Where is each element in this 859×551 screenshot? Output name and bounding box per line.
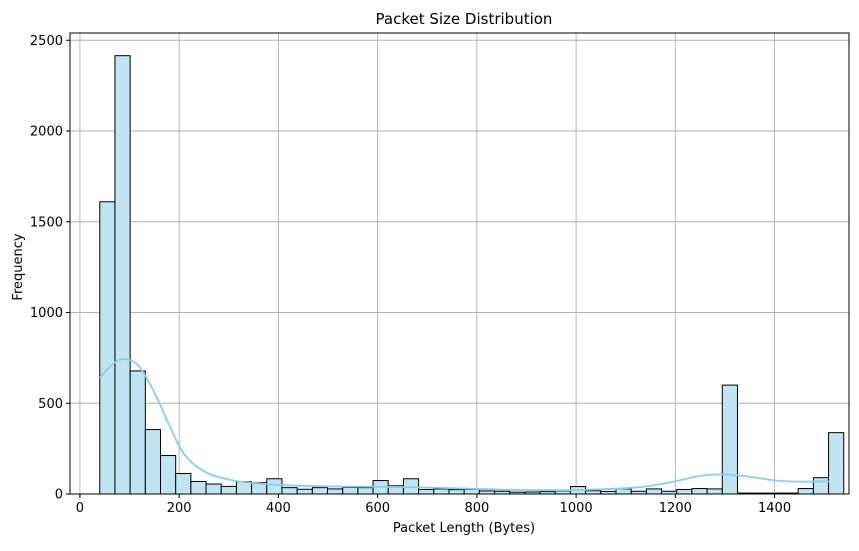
x-tick-label: 200 xyxy=(167,501,192,516)
histogram-bar xyxy=(418,488,435,495)
y-tick-label: 1000 xyxy=(30,306,63,321)
histogram-bars xyxy=(99,55,845,495)
histogram-bar xyxy=(296,488,313,495)
y-tick-label: 500 xyxy=(38,397,63,412)
histogram-bar xyxy=(706,488,723,495)
histogram-bar xyxy=(812,477,830,495)
histogram-bar xyxy=(463,488,480,495)
histogram-bar xyxy=(160,455,177,495)
histogram-bar xyxy=(281,487,298,495)
histogram-bar xyxy=(144,429,162,495)
y-tick-label: 2500 xyxy=(30,34,63,49)
histogram-bar xyxy=(448,489,465,495)
x-axis-label: Packet Length (Bytes) xyxy=(393,521,535,536)
y-axis-ticks: 0 500 1000 1500 2000 2500 xyxy=(30,34,70,503)
kde-curve-group xyxy=(99,358,830,492)
histogram-bar xyxy=(828,432,845,495)
histogram-bar xyxy=(266,478,283,495)
x-tick-label: 0 xyxy=(76,501,84,516)
histogram-bar xyxy=(691,488,708,495)
histogram-bar xyxy=(175,472,192,495)
histogram-bar xyxy=(357,487,374,495)
histogram-bar xyxy=(114,55,131,495)
histogram-bar xyxy=(190,480,207,495)
y-axis-label: Frequency xyxy=(11,233,26,300)
histogram-bar xyxy=(615,488,632,495)
grid-lines xyxy=(70,33,849,495)
chart-title: Packet Size Distribution xyxy=(376,10,553,28)
histogram-bar xyxy=(645,488,663,495)
histogram-bar xyxy=(721,384,738,495)
x-tick-label: 1000 xyxy=(560,501,593,516)
histogram-bar xyxy=(99,201,116,495)
x-tick-label: 800 xyxy=(464,501,489,516)
plot-frame xyxy=(69,32,850,495)
histogram-bar xyxy=(342,486,359,495)
histogram-bar xyxy=(327,488,344,495)
histogram-bar xyxy=(129,370,146,495)
x-tick-label: 1200 xyxy=(659,501,692,516)
x-tick-label: 400 xyxy=(266,501,291,516)
x-tick-label: 600 xyxy=(365,501,390,516)
x-tick-label: 1400 xyxy=(758,501,791,516)
histogram-bar xyxy=(676,488,693,495)
kde-curve xyxy=(99,358,830,492)
histogram-bar xyxy=(205,483,222,495)
x-axis-ticks: 0 200 400 600 800 1000 1200 1400 xyxy=(76,494,791,516)
histogram-bar xyxy=(797,488,814,495)
y-tick-label: 2000 xyxy=(30,125,63,140)
y-tick-label: 0 xyxy=(55,488,63,503)
histogram-bar xyxy=(433,488,450,495)
histogram-bar xyxy=(311,487,329,495)
histogram-bar xyxy=(220,485,237,495)
y-tick-label: 1500 xyxy=(30,215,63,230)
